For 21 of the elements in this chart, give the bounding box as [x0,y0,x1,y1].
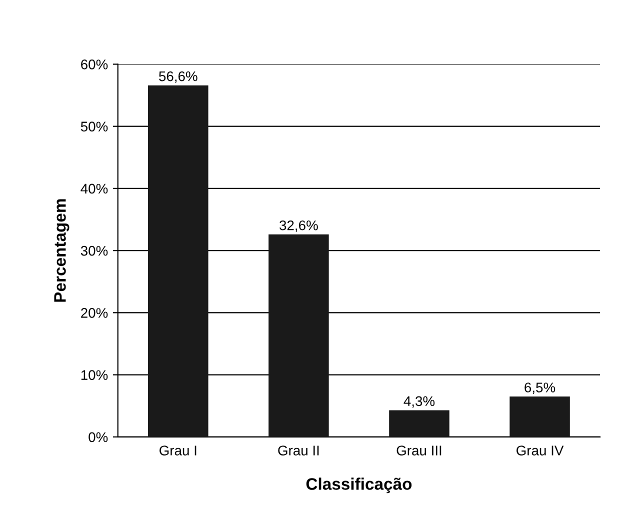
data-label: 4,3% [404,396,435,408]
y-axis-title: Percentagem [54,199,70,302]
x-axis-title: Classificação [306,478,412,494]
bar [389,410,450,437]
y-tick-label: 40% [80,184,108,194]
x-tick-label: Grau III [396,446,442,456]
data-label: 6,5% [524,382,556,394]
data-label: 56,6% [159,71,198,83]
y-tick-label: 10% [81,370,108,380]
x-tick-label: Grau I [160,446,196,456]
y-tick-label: 0% [88,432,108,442]
y-tick-label: 60% [81,60,108,70]
y-tick-label: 30% [80,246,108,256]
bar [148,85,208,437]
bar [268,234,329,437]
data-label: 32,6% [280,220,318,232]
y-tick-label: 20% [81,308,108,318]
x-tick-label: Grau IV [516,446,564,456]
y-tick-label: 50% [80,122,108,132]
bar [510,396,570,437]
x-tick-label: Grau II [278,446,319,456]
